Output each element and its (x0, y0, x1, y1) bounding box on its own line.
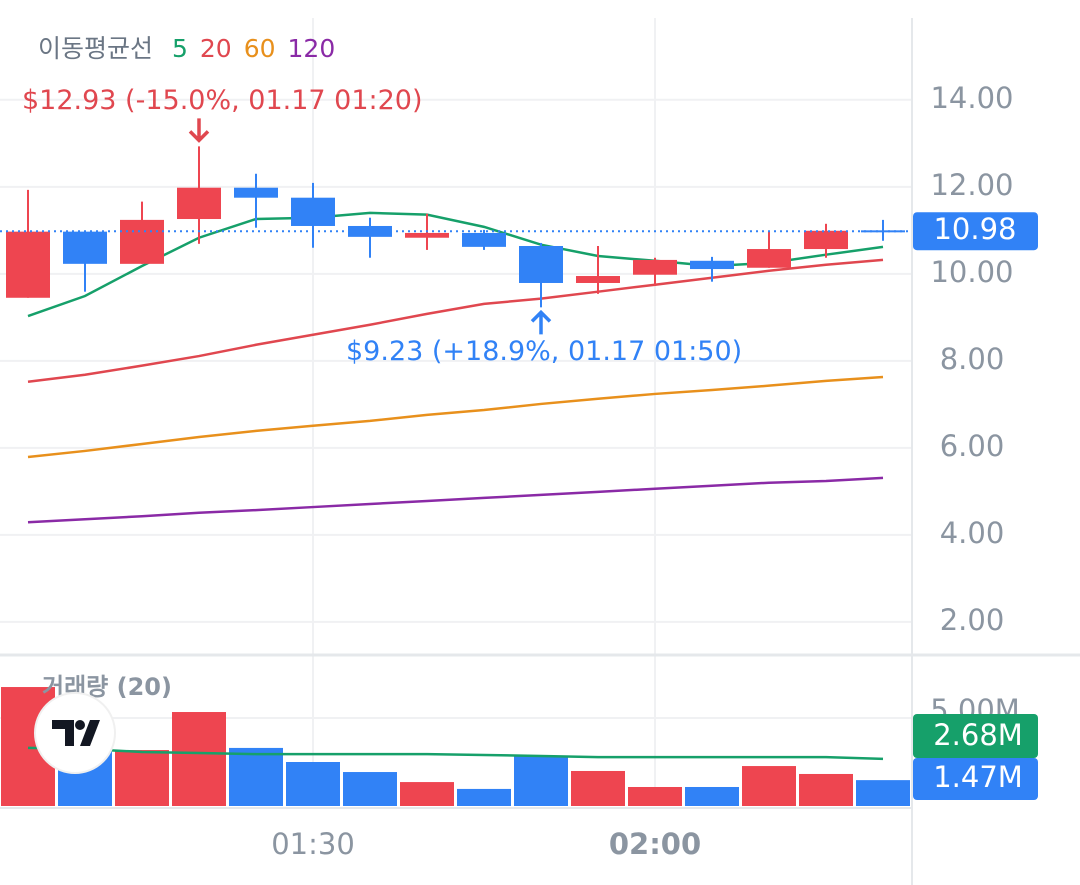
legend-entry: 20 (200, 34, 232, 63)
last-price-label: 10.98 (933, 212, 1016, 246)
candle-body (576, 276, 620, 283)
candle-body (462, 232, 506, 247)
volume-bar (400, 782, 454, 806)
volume-bar (685, 786, 739, 806)
candle-body (690, 260, 734, 270)
volume-bar (229, 747, 283, 806)
volume-ma-label: 2.68M (933, 718, 1023, 752)
candle-body (348, 225, 392, 237)
logo-dot (75, 720, 85, 730)
candle-body (405, 232, 449, 238)
annotation-text: $12.93 (-15.0%, 01.17 01:20) (22, 85, 423, 116)
candle-body (519, 245, 563, 283)
volume-bar (172, 712, 226, 806)
volume-bar (628, 786, 682, 806)
ma-line (27, 211, 884, 318)
legend-entry: 5 (172, 34, 188, 63)
x-tick-label: 01:30 (271, 827, 355, 861)
logo (34, 692, 116, 774)
labels: 01:30 02:00 2.00 4.00 6.00 8.00 10.00 12.00 14.0… (22, 34, 1038, 861)
volume-last-label: 1.47M (933, 760, 1023, 794)
volume-ma-line (27, 746, 884, 761)
y-tick-label: 8.00 (940, 342, 1005, 376)
grid (0, 18, 912, 806)
volume-bar (286, 762, 340, 806)
legend-title: 이동평균선 (38, 34, 153, 63)
volume-bar (115, 750, 169, 806)
y-tick-label: 4.00 (940, 516, 1005, 550)
volume-bar (514, 756, 568, 806)
ma-line (27, 258, 884, 383)
annotation-arrow (530, 309, 552, 335)
volume-bar (856, 780, 910, 806)
candle-body (234, 187, 278, 198)
y-tick-label: 12.00 (930, 168, 1013, 202)
volume-last-box (913, 758, 1038, 800)
legend-entry: 60 (244, 34, 276, 63)
volume-bar (742, 766, 796, 806)
logo-mark (52, 720, 100, 746)
candle-body (177, 187, 221, 220)
y-tick-label: 14.00 (930, 81, 1013, 115)
candle-body (63, 231, 107, 264)
candle-body (291, 197, 335, 226)
y-tick-label: 2.00 (940, 603, 1005, 637)
volume-ma-box (913, 714, 1038, 758)
annotation-text: $9.23 (+18.9%, 01.17 01:50) (346, 336, 742, 367)
plot (0, 146, 912, 806)
candle-body (804, 230, 848, 250)
y-tick-label: 10.00 (930, 255, 1013, 289)
candle-body (747, 249, 791, 268)
candle-body (633, 259, 677, 275)
volume-bar (799, 773, 853, 806)
volume-bar (343, 772, 397, 806)
volume-bar (457, 788, 511, 806)
ma-line (27, 476, 884, 524)
ma-line (27, 375, 884, 459)
legend-entry: 120 (288, 34, 336, 63)
candle-body (6, 231, 50, 298)
last-price-box (913, 212, 1038, 251)
x-tick-label: 02:00 (609, 827, 701, 861)
y-tick-label: 6.00 (940, 429, 1005, 463)
logo-circle (34, 692, 116, 774)
candle-body (120, 219, 164, 264)
annotation-arrow (188, 118, 210, 143)
volume-bar (571, 770, 625, 806)
